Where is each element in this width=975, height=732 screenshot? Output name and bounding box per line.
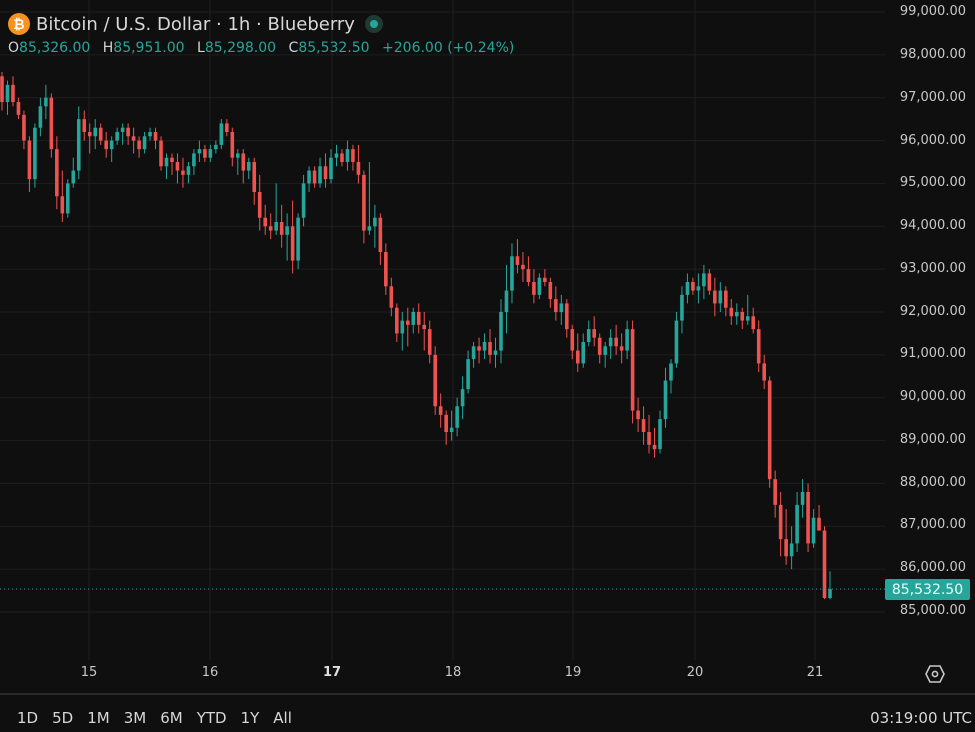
market-status-icon[interactable] [364, 15, 383, 33]
utc-clock[interactable]: 03:19:00 UTC [870, 709, 972, 727]
price-tick: 94,000.00 [899, 218, 966, 233]
high-value: 85,951.00 [113, 40, 185, 56]
range-3m-button[interactable]: 3M [123, 709, 147, 727]
close-label: C [288, 40, 299, 56]
symbol-legend: ₿ Bitcoin / U.S. Dollar · 1h · Blueberry… [8, 12, 522, 56]
time-tick: 20 [686, 665, 704, 680]
price-tick: 98,000.00 [899, 47, 966, 62]
price-tick: 92,000.00 [899, 304, 966, 319]
range-1m-button[interactable]: 1M [87, 709, 110, 727]
price-tick: 88,000.00 [899, 475, 966, 490]
open-value: 85,326.00 [19, 40, 91, 56]
price-tick: 87,000.00 [899, 517, 966, 532]
price-tick: 99,000.00 [899, 4, 966, 19]
chart-settings-button[interactable] [925, 664, 945, 684]
time-tick: 17 [322, 665, 342, 680]
time-tick: 16 [201, 665, 219, 680]
time-tick: 18 [444, 665, 462, 680]
change-value: +206.00 (+0.24%) [382, 40, 515, 56]
range-selector: 1D 5D 1M 3M 6M YTD 1Y All [17, 709, 306, 727]
price-tick: 91,000.00 [899, 346, 966, 361]
settings-hexagon-icon [925, 665, 945, 683]
range-5d-button[interactable]: 5D [52, 709, 74, 727]
toolbar-divider [0, 693, 975, 695]
bitcoin-logo-icon: ₿ [8, 13, 30, 35]
time-tick: 21 [806, 665, 824, 680]
range-1y-button[interactable]: 1Y [240, 709, 260, 727]
time-tick: 15 [80, 665, 98, 680]
price-tick: 93,000.00 [899, 261, 966, 276]
price-tick: 97,000.00 [899, 90, 966, 105]
close-value: 85,532.50 [298, 40, 370, 56]
price-tick: 95,000.00 [899, 175, 966, 190]
ohlc-values: O85,326.00 H85,951.00 L85,298.00 C85,532… [8, 40, 522, 56]
open-label: O [8, 40, 20, 56]
price-tick: 90,000.00 [899, 389, 966, 404]
price-tick: 89,000.00 [899, 432, 966, 447]
price-tick: 86,000.00 [899, 560, 966, 575]
last-price-badge: 85,532.50 [885, 579, 970, 600]
symbol-title[interactable]: Bitcoin / U.S. Dollar · 1h · Blueberry [36, 13, 355, 35]
time-tick: 19 [564, 665, 582, 680]
range-ytd-button[interactable]: YTD [196, 709, 227, 727]
high-label: H [102, 40, 114, 56]
symbol-title-row: ₿ Bitcoin / U.S. Dollar · 1h · Blueberry [8, 12, 522, 36]
range-all-button[interactable]: All [273, 709, 292, 727]
low-value: 85,298.00 [204, 40, 277, 56]
price-tick: 96,000.00 [899, 133, 966, 148]
range-1d-button[interactable]: 1D [17, 709, 39, 727]
range-6m-button[interactable]: 6M [160, 709, 183, 727]
low-label: L [197, 40, 205, 56]
price-tick: 85,000.00 [899, 603, 966, 618]
